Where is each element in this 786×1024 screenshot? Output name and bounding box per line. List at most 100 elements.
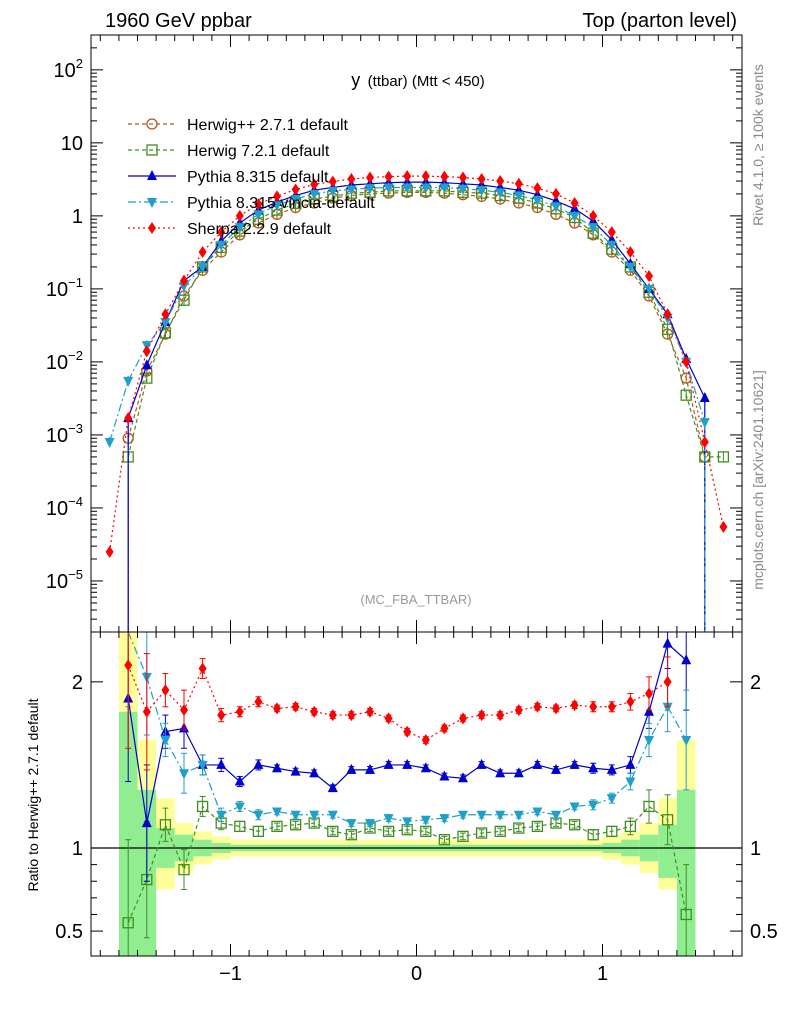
data-point: [719, 520, 728, 533]
ratio-point: [347, 709, 356, 722]
plot-title-sub: (ttbar) (Mtt < 450): [368, 73, 485, 90]
data-point: [141, 359, 152, 370]
ratio-point: [253, 810, 264, 821]
ratio-point: [476, 810, 487, 821]
data-point: [513, 191, 524, 202]
ratio-point: [234, 802, 245, 813]
ratio-point: [606, 794, 617, 805]
band-green: [118, 711, 138, 956]
data-point: [384, 170, 393, 183]
ratio-point: [587, 829, 599, 841]
ratio-point: [495, 767, 506, 778]
ratio-y-tick-label-right: 0.5: [750, 921, 778, 943]
series-line: [127, 191, 706, 458]
ratio-point: [681, 654, 692, 665]
ratio-point: [513, 767, 524, 778]
data-point: [234, 223, 245, 234]
data-point: [533, 182, 542, 195]
ratio-line: [127, 665, 668, 741]
ratio-point: [365, 819, 375, 830]
data-point: [570, 197, 579, 210]
ratio-point: [253, 758, 264, 769]
y-tick-label: 10−4: [46, 494, 83, 520]
side-label-rivet: Rivet 4.1.0, ≥ 100k events: [750, 64, 766, 226]
ratio-point: [403, 725, 412, 738]
data-point: [440, 170, 449, 183]
ratio-point: [680, 908, 692, 921]
legend-label: Pythia 8.315 vincia-default: [187, 195, 375, 212]
ratio-point: [327, 825, 339, 838]
series-line: [127, 181, 706, 419]
ratio-point: [643, 800, 655, 813]
ratio-point: [607, 700, 616, 713]
legend-label: Pythia 8.315 default: [187, 169, 329, 186]
side-label-mcplots: mcplots.cern.ch [arXiv:2401.10621]: [750, 370, 766, 589]
data-point: [477, 172, 486, 185]
ratio-point: [160, 736, 171, 746]
ratio-point: [198, 662, 207, 675]
ratio-point: [180, 704, 188, 717]
ratio-point: [589, 700, 598, 713]
data-point: [606, 240, 617, 251]
ratio-point: [662, 637, 673, 648]
data-point: [180, 274, 188, 287]
y-tick-label: 10−5: [46, 567, 83, 593]
data-point: [179, 281, 189, 292]
data-point: [290, 195, 301, 206]
ratio-frame: [90, 631, 743, 957]
ratio-point: [382, 825, 395, 838]
ratio-point: [383, 814, 394, 825]
legend-marker: [146, 118, 158, 130]
ratio-series-sherpa-2-2-9-default: [124, 631, 672, 771]
ratio-point: [327, 810, 338, 821]
data-point: [105, 545, 114, 558]
ratio-point: [420, 815, 431, 826]
data-point: [496, 175, 505, 188]
plot-title-main: y: [351, 70, 360, 90]
ratio-point: [309, 810, 320, 821]
y-tick-label: 10−3: [46, 421, 83, 447]
ratio-point: [569, 758, 580, 769]
data-point: [216, 240, 227, 251]
ratio-y-tick-label-left: 2: [72, 672, 83, 694]
ratio-point: [179, 769, 189, 780]
ratio-point: [272, 807, 282, 818]
ratio-point: [402, 817, 413, 828]
legend-label: Sherpa 2.2.9 default: [187, 221, 332, 238]
ratio-point: [272, 762, 282, 773]
ratio-point: [290, 810, 301, 821]
ratio-point: [420, 825, 432, 838]
data-point: [700, 436, 709, 449]
data-point: [383, 183, 394, 194]
data-point: [699, 418, 710, 429]
data-point: [626, 246, 635, 259]
ratio-point: [252, 825, 265, 838]
data-point: [458, 184, 468, 195]
ratio-point: [532, 758, 543, 769]
ratio-point: [475, 827, 488, 839]
ratio-point: [196, 800, 209, 813]
data-point: [403, 170, 412, 183]
data-point: [645, 270, 653, 283]
data-point: [310, 178, 319, 191]
ratio-y-tick-label-right: 2: [750, 672, 761, 694]
ratio-point: [459, 712, 467, 725]
data-point: [699, 392, 710, 403]
ratio-point: [588, 800, 599, 811]
data-point: [272, 201, 282, 212]
data-point: [328, 175, 337, 188]
data-point: [459, 171, 467, 184]
ratio-point: [532, 807, 543, 818]
x-tick-label: 0: [411, 963, 422, 985]
ratio-y-tick-label-right: 1: [750, 838, 761, 860]
legend-label: Herwig++ 2.7.1 default: [187, 117, 349, 134]
ratio-point: [644, 705, 654, 716]
data-point: [625, 262, 636, 273]
ratio-point: [457, 830, 469, 843]
y-tick-label: 1: [72, 206, 83, 228]
data-point: [104, 438, 115, 449]
ratio-point: [327, 782, 338, 793]
ratio-point: [477, 709, 486, 722]
data-point: [123, 376, 134, 387]
legend-marker: [148, 222, 156, 234]
